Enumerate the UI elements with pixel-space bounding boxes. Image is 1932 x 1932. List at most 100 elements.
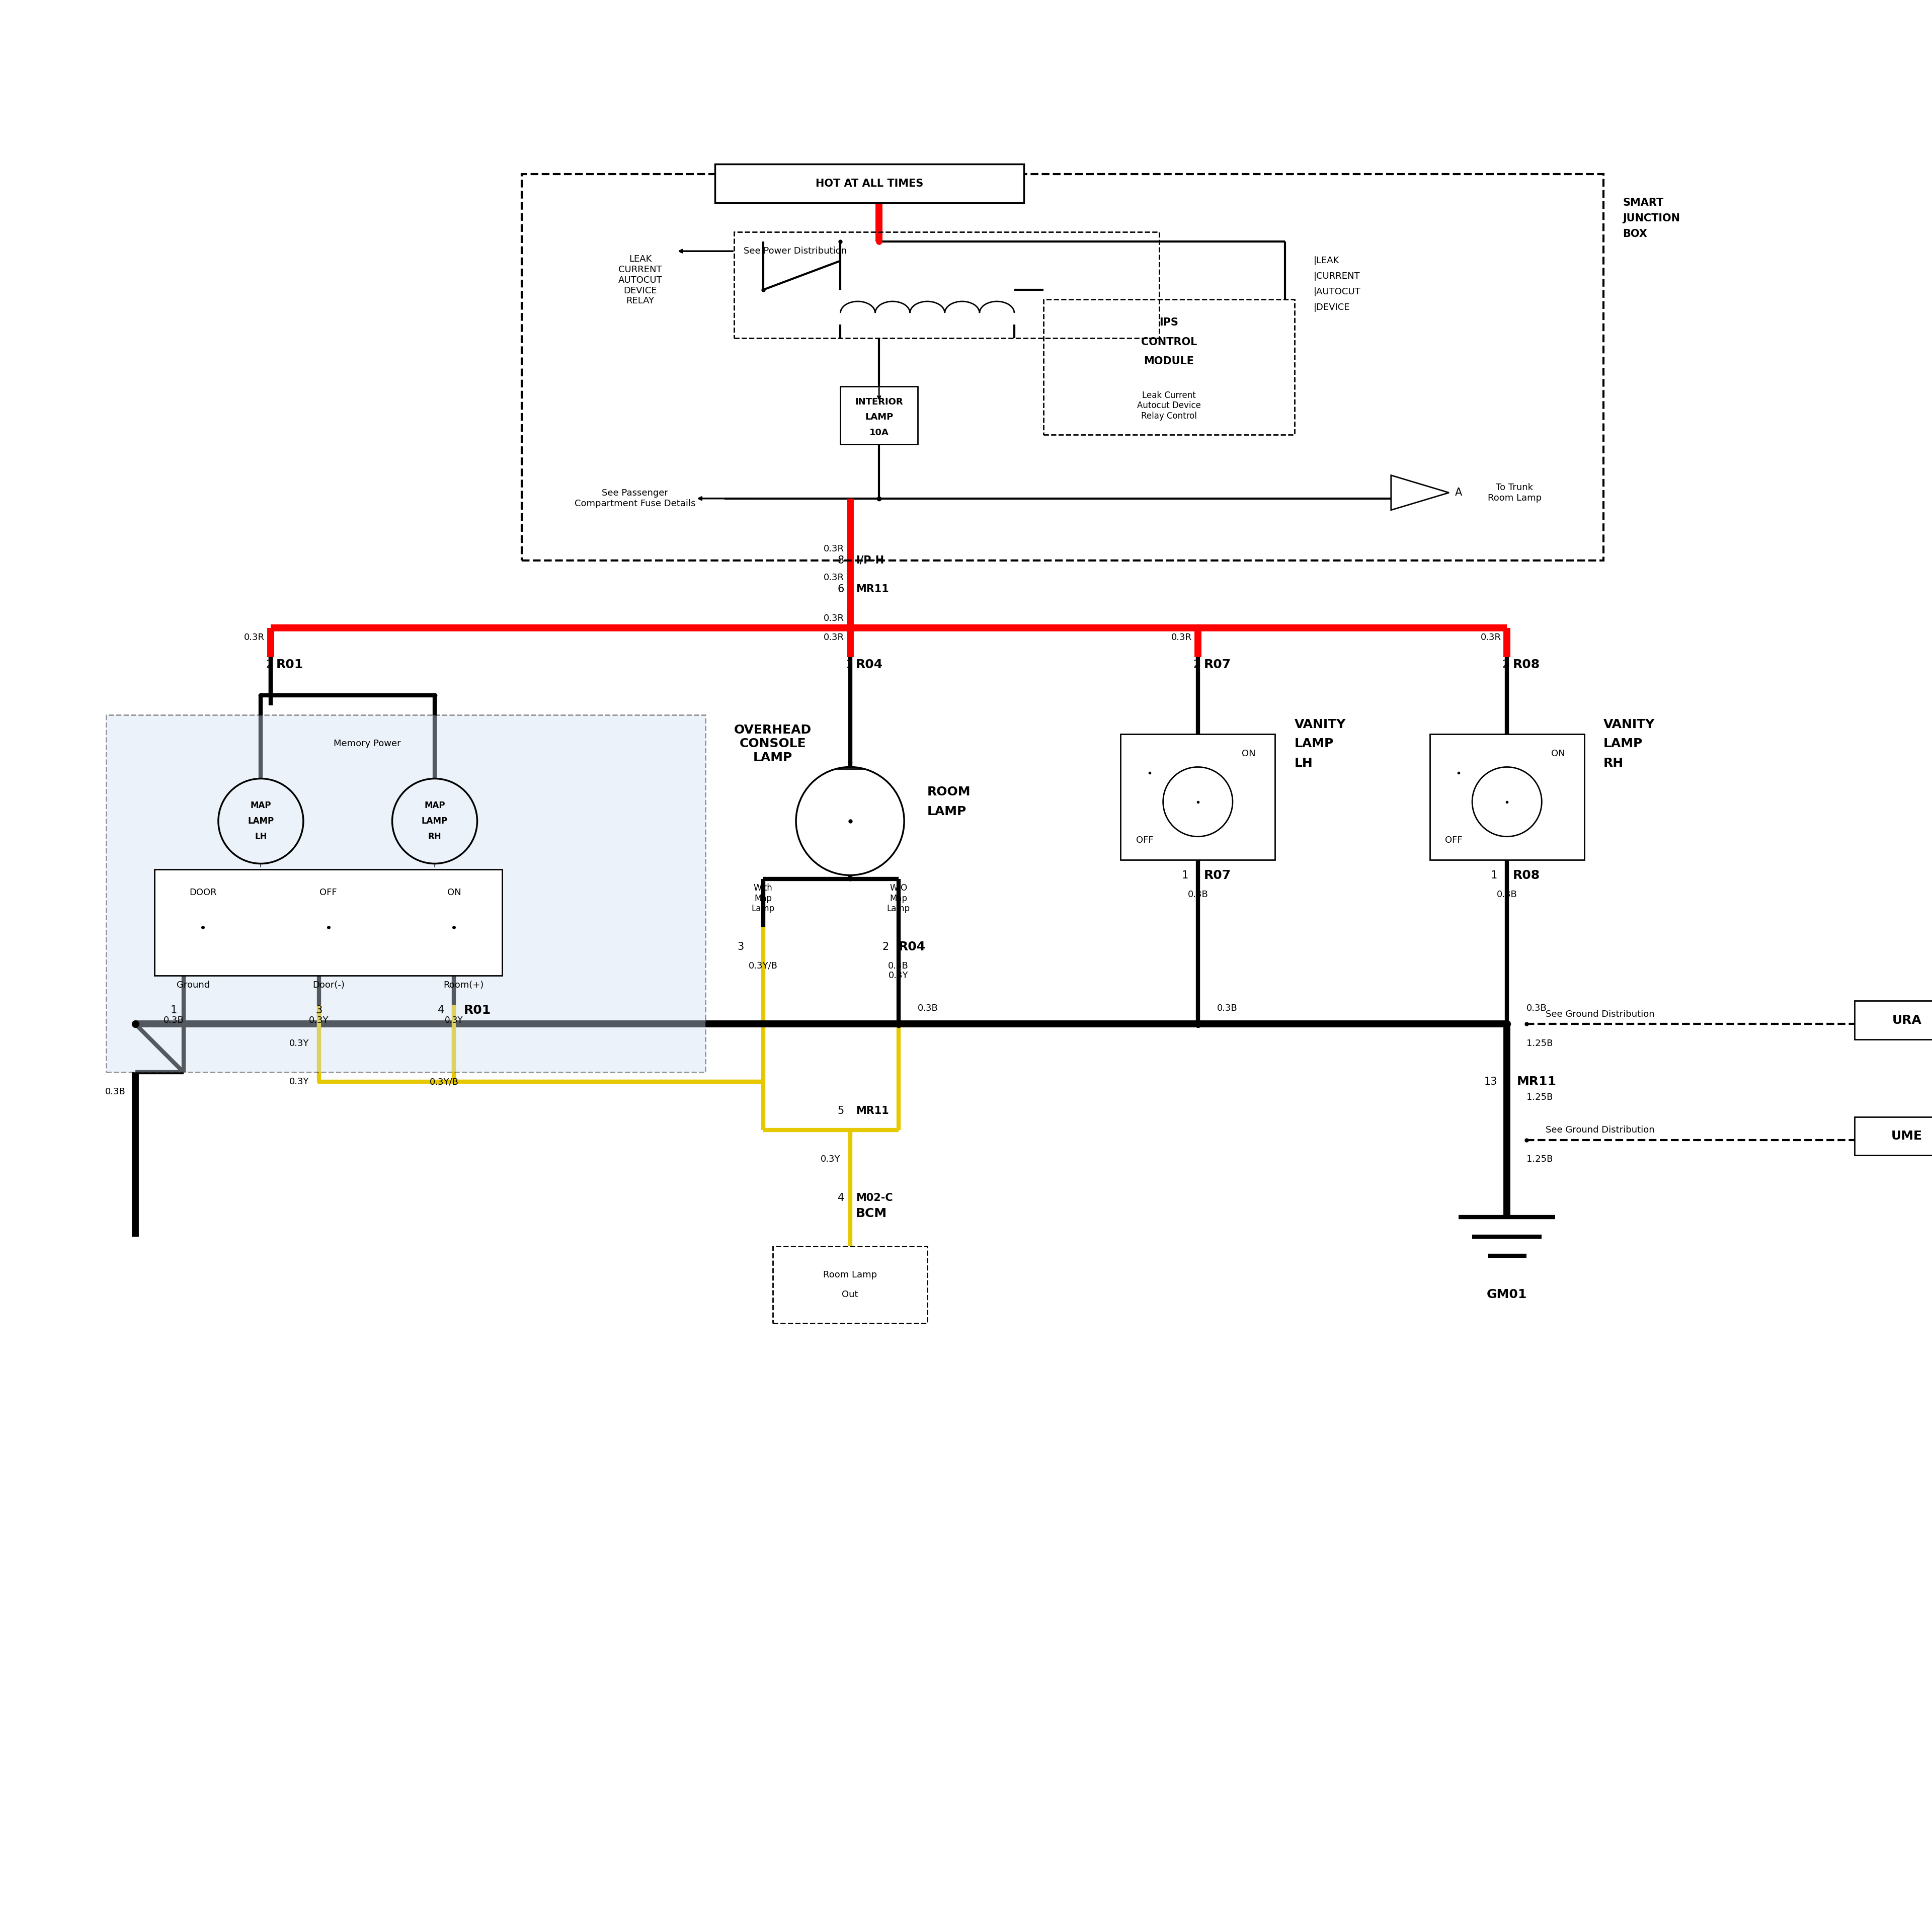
Text: R01: R01: [464, 1005, 491, 1016]
Text: ON: ON: [1551, 750, 1565, 757]
Text: 1.25B: 1.25B: [1526, 1039, 1553, 1047]
Text: 0.3R: 0.3R: [823, 545, 844, 553]
Text: 0.3Y: 0.3Y: [444, 1016, 464, 1024]
Text: 0.3Y/B: 0.3Y/B: [748, 962, 779, 970]
Text: 0.3R: 0.3R: [1171, 634, 1192, 641]
Text: R08: R08: [1513, 659, 1540, 670]
Text: 0.3B: 0.3B: [1526, 1005, 1548, 1012]
Text: ROOM: ROOM: [927, 786, 972, 798]
Text: MR11: MR11: [1517, 1076, 1557, 1088]
Text: VANITY: VANITY: [1604, 719, 1656, 730]
Bar: [715, 164, 1024, 203]
Text: R04: R04: [856, 659, 883, 670]
Text: 1: 1: [846, 659, 852, 670]
Bar: [1121, 734, 1275, 860]
Text: LAMP: LAMP: [247, 817, 274, 825]
Text: RH: RH: [1604, 757, 1623, 769]
Text: OFF: OFF: [1445, 837, 1463, 844]
Text: Door(-): Door(-): [313, 981, 344, 989]
Text: VANITY: VANITY: [1294, 719, 1347, 730]
Text: 13: 13: [1484, 1076, 1497, 1088]
Text: 0.3Y: 0.3Y: [290, 1078, 309, 1086]
Text: Out: Out: [842, 1291, 858, 1298]
Text: Room Lamp: Room Lamp: [823, 1271, 877, 1279]
Text: 0.3Y: 0.3Y: [309, 1016, 328, 1024]
Text: 0.3Y: 0.3Y: [821, 1155, 840, 1163]
Text: OVERHEAD
CONSOLE
LAMP: OVERHEAD CONSOLE LAMP: [734, 725, 811, 763]
Text: |LEAK: |LEAK: [1314, 257, 1339, 265]
Text: |AUTOCUT: |AUTOCUT: [1314, 288, 1360, 296]
Text: R07: R07: [1204, 659, 1231, 670]
Text: 1: 1: [170, 1005, 178, 1016]
Text: R07: R07: [1204, 869, 1231, 881]
Text: UME: UME: [1891, 1130, 1922, 1142]
Text: LAMP: LAMP: [421, 817, 448, 825]
Text: GM01: GM01: [1488, 1289, 1526, 1300]
Text: 4: 4: [838, 1192, 844, 1204]
Text: LAMP: LAMP: [1294, 738, 1333, 750]
Text: R08: R08: [1513, 869, 1540, 881]
Bar: [1855, 1117, 1932, 1155]
Text: 0.3B: 0.3B: [1497, 891, 1517, 898]
Bar: [106, 715, 705, 1072]
Text: MR11: MR11: [856, 583, 889, 595]
Text: To Trunk
Room Lamp: To Trunk Room Lamp: [1488, 483, 1542, 502]
Text: 0.3B: 0.3B: [889, 962, 908, 970]
Text: See Power Distribution: See Power Distribution: [744, 247, 846, 255]
Text: 2: 2: [267, 659, 272, 670]
Text: 0.3Y: 0.3Y: [889, 972, 908, 980]
Text: 8: 8: [838, 554, 844, 566]
Text: R01: R01: [276, 659, 303, 670]
Bar: [1855, 1001, 1932, 1039]
Text: 1: 1: [1182, 869, 1188, 881]
Text: 0.3B: 0.3B: [104, 1088, 126, 1095]
Text: 0.3Y/B: 0.3Y/B: [429, 1078, 460, 1086]
Text: LEAK
CURRENT
AUTOCUT
DEVICE
RELAY: LEAK CURRENT AUTOCUT DEVICE RELAY: [618, 255, 663, 305]
Text: LH: LH: [255, 833, 267, 840]
Text: SMART: SMART: [1623, 197, 1663, 209]
Text: MAP: MAP: [251, 802, 270, 810]
Text: 2: 2: [883, 941, 889, 952]
Bar: [522, 174, 1604, 560]
Bar: [155, 869, 502, 976]
Text: Ground: Ground: [176, 981, 211, 989]
Text: LAMP: LAMP: [866, 413, 893, 421]
Text: MAP: MAP: [425, 802, 444, 810]
Text: 0.3B: 0.3B: [1217, 1005, 1238, 1012]
Text: 0.3R: 0.3R: [823, 634, 844, 641]
Text: See Ground Distribution: See Ground Distribution: [1546, 1010, 1654, 1018]
Bar: [734, 232, 1159, 338]
Text: 10A: 10A: [869, 429, 889, 437]
Text: 3: 3: [315, 1005, 323, 1016]
Text: HOT AT ALL TIMES: HOT AT ALL TIMES: [815, 178, 923, 189]
Text: 6: 6: [838, 583, 844, 595]
Text: ON: ON: [446, 889, 462, 896]
Text: LH: LH: [1294, 757, 1314, 769]
Text: BCM: BCM: [856, 1208, 887, 1219]
Text: RH: RH: [429, 833, 440, 840]
Text: OFF: OFF: [1136, 837, 1153, 844]
Text: 1.25B: 1.25B: [1526, 1155, 1553, 1163]
Text: MODULE: MODULE: [1144, 355, 1194, 367]
Text: CONTROL: CONTROL: [1140, 336, 1198, 348]
Text: INTERIOR: INTERIOR: [856, 398, 902, 406]
Text: Leak Current
Autocut Device
Relay Control: Leak Current Autocut Device Relay Contro…: [1136, 390, 1202, 421]
Text: 0.3R: 0.3R: [823, 574, 844, 582]
Text: 1.25B: 1.25B: [1526, 1094, 1553, 1101]
Bar: [773, 1246, 927, 1323]
Text: MR11: MR11: [856, 1105, 889, 1117]
Bar: [1430, 734, 1584, 860]
Text: 0.3R: 0.3R: [1480, 634, 1501, 641]
Text: 0.3Y: 0.3Y: [290, 1039, 309, 1047]
Text: A: A: [1455, 487, 1463, 498]
Text: M02-C: M02-C: [856, 1192, 893, 1204]
Text: R04: R04: [898, 941, 925, 952]
Text: 2: 2: [1194, 659, 1200, 670]
Text: 0.3R: 0.3R: [823, 614, 844, 622]
Text: IPS: IPS: [1159, 317, 1179, 328]
Text: 1: 1: [1492, 869, 1497, 881]
Text: See Passenger
Compartment Fuse Details: See Passenger Compartment Fuse Details: [574, 489, 696, 508]
Text: BOX: BOX: [1623, 228, 1648, 240]
Text: 4: 4: [439, 1005, 444, 1016]
Bar: [1043, 299, 1294, 435]
